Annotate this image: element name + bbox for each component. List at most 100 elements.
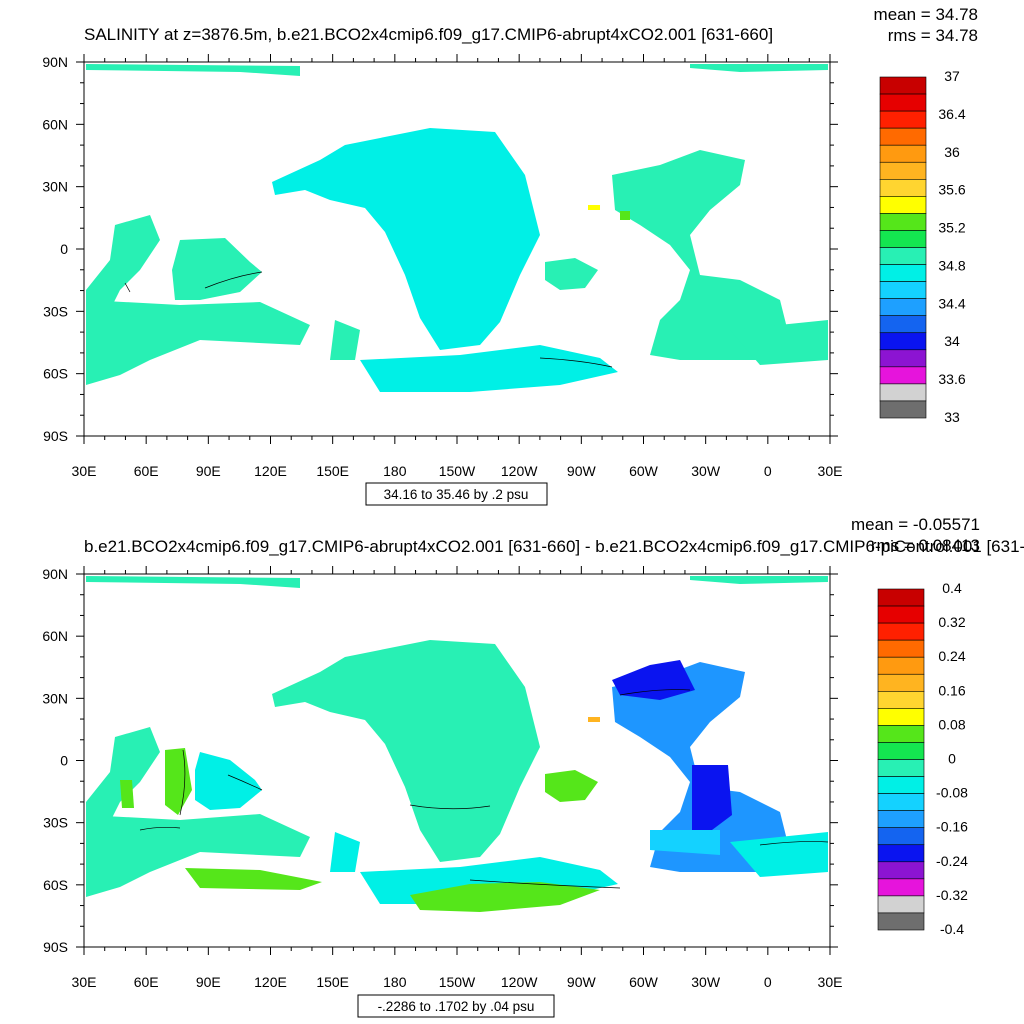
lon-tick-label: 60E bbox=[134, 463, 159, 479]
lat-tick-label: 90N bbox=[42, 54, 68, 70]
colorbar-label: 37 bbox=[944, 68, 960, 84]
panel-1-region-gulf-patch bbox=[620, 211, 630, 220]
colorbar-swatch bbox=[879, 196, 927, 214]
panel-2-contour-info-box bbox=[357, 994, 555, 1018]
colorbar-swatch bbox=[877, 759, 925, 777]
lon-tick-label: 30E bbox=[818, 974, 843, 990]
lat-tick-label: 60S bbox=[43, 877, 68, 893]
panel-1-region-tasman bbox=[330, 320, 360, 360]
colorbar-label: 0.16 bbox=[938, 682, 965, 698]
panel-2-mean-label: mean = -0.05571 bbox=[851, 515, 980, 534]
colorbar-swatch bbox=[879, 366, 927, 385]
colorbar-swatch bbox=[877, 793, 925, 811]
lon-tick-label: 30E bbox=[72, 974, 97, 990]
panel-1-colorbar-labels: 37 36.4 36 35.6 35.2 34.8 34.4 34 33.6 33 bbox=[938, 68, 965, 425]
colorbar-swatch bbox=[877, 810, 925, 829]
lat-tick-label: 60N bbox=[42, 628, 68, 644]
lon-tick-label: 90E bbox=[196, 463, 221, 479]
colorbar-label: 36 bbox=[944, 144, 960, 160]
panel-2-region-green-south-indian bbox=[185, 868, 322, 890]
colorbar-swatch bbox=[877, 878, 925, 897]
lon-tick-label: 120E bbox=[254, 974, 287, 990]
colorbar-swatch bbox=[877, 742, 925, 760]
lon-tick-label: 150E bbox=[316, 974, 349, 990]
lon-tick-label: 60W bbox=[629, 974, 659, 990]
panel-1-region-indian-central bbox=[172, 238, 262, 300]
colorbar-label: 0.4 bbox=[942, 580, 962, 596]
colorbar-swatch bbox=[879, 349, 927, 368]
colorbar-swatch bbox=[879, 281, 927, 299]
panel-1-colorbar bbox=[879, 76, 927, 419]
panel-1-region-southern-pacific bbox=[360, 345, 618, 392]
colorbar-label: 34.8 bbox=[938, 257, 965, 273]
lon-tick-label: 120E bbox=[254, 463, 287, 479]
panel-1-region-arctic-east bbox=[690, 64, 828, 72]
panel-1-contour-line bbox=[204, 271, 263, 289]
panel-1-contour-line bbox=[539, 357, 613, 368]
lon-tick-label: 30W bbox=[691, 463, 721, 479]
lat-tick-label: 30S bbox=[43, 815, 68, 831]
colorbar-swatch bbox=[877, 639, 925, 658]
lat-tick-label: 90N bbox=[42, 566, 68, 582]
colorbar-swatch bbox=[877, 622, 925, 641]
panel-1-contours bbox=[124, 271, 613, 368]
panel-2-colorbar-labels: 0.4 0.32 0.24 0.16 0.08 0 -0.08 -0.16 -0.24 -0.32… bbox=[936, 580, 968, 937]
panel-2-rms-label: rms = 0.08413 bbox=[871, 536, 980, 555]
panel-1-map bbox=[86, 64, 828, 392]
colorbar-swatch bbox=[879, 127, 927, 146]
colorbar-label: 34.4 bbox=[938, 295, 965, 311]
panel-1-region-south-atlantic bbox=[730, 320, 828, 365]
colorbar-swatch bbox=[879, 144, 927, 163]
colorbar-label: 0 bbox=[948, 751, 956, 767]
lat-tick-label: 60S bbox=[43, 366, 68, 382]
lon-tick-label: 120W bbox=[501, 463, 538, 479]
colorbar-label: 35.2 bbox=[938, 220, 965, 236]
lat-tick-label: 60N bbox=[42, 116, 68, 132]
panel-2-region-arctic-west bbox=[86, 576, 300, 588]
colorbar-swatch bbox=[879, 332, 927, 351]
lon-tick-label: 180 bbox=[383, 974, 407, 990]
panel-2-region-green-madagascar bbox=[165, 748, 192, 815]
panel-2-contours bbox=[139, 689, 829, 889]
panel-2-region-pacific bbox=[272, 640, 540, 862]
colorbar-label: 0.08 bbox=[938, 716, 965, 732]
colorbar-swatch bbox=[879, 110, 927, 129]
colorbar-swatch bbox=[877, 725, 925, 743]
panel-1-region-arctic-west bbox=[86, 64, 300, 76]
panel-1-rms-label: rms = 34.78 bbox=[888, 26, 978, 45]
colorbar-label: 34 bbox=[944, 333, 960, 349]
colorbar-label: 0.32 bbox=[938, 614, 965, 630]
panel-2-map bbox=[86, 576, 828, 912]
lon-tick-label: 30W bbox=[691, 974, 721, 990]
panel-2-region-atlantic bbox=[612, 662, 790, 872]
colorbar-label: 36.4 bbox=[938, 106, 965, 122]
colorbar-swatch bbox=[877, 588, 925, 607]
panel-1-contour-line bbox=[124, 282, 131, 293]
lon-tick-label: 30E bbox=[72, 463, 97, 479]
panel-2-region-green-southern-pacific bbox=[410, 882, 600, 912]
panel-1-ticks bbox=[76, 54, 838, 444]
lon-tick-label: 60E bbox=[134, 974, 159, 990]
panel-2-lon-labels: 30E 60E 90E 120E 150E 180 150W 120W 90W 60W 30W 0 30… bbox=[72, 974, 843, 990]
panel-2-region-light-blue-south bbox=[650, 830, 720, 855]
panel-2-contour-line bbox=[139, 826, 181, 831]
colorbar-swatch bbox=[879, 76, 927, 95]
colorbar-label: -0.4 bbox=[940, 921, 964, 937]
colorbar-swatch bbox=[877, 690, 925, 709]
colorbar-label: -0.16 bbox=[936, 819, 968, 835]
lat-tick-label: 0 bbox=[60, 241, 68, 257]
colorbar-swatch bbox=[877, 656, 925, 675]
panel-2-region-arctic-east bbox=[690, 576, 828, 584]
colorbar-label: 35.6 bbox=[938, 182, 965, 198]
colorbar-swatch bbox=[879, 383, 927, 402]
panel-2-ticks bbox=[76, 566, 838, 955]
panel-2-contour-line bbox=[469, 879, 621, 889]
colorbar-swatch bbox=[879, 400, 927, 419]
colorbar-swatch bbox=[877, 673, 925, 692]
lon-tick-label: 150W bbox=[439, 974, 476, 990]
panel-2-region-tasman bbox=[330, 832, 360, 872]
panel-1-region-yellow-patch bbox=[588, 205, 600, 210]
colorbar-swatch bbox=[877, 605, 925, 624]
lat-tick-label: 30N bbox=[42, 690, 68, 706]
